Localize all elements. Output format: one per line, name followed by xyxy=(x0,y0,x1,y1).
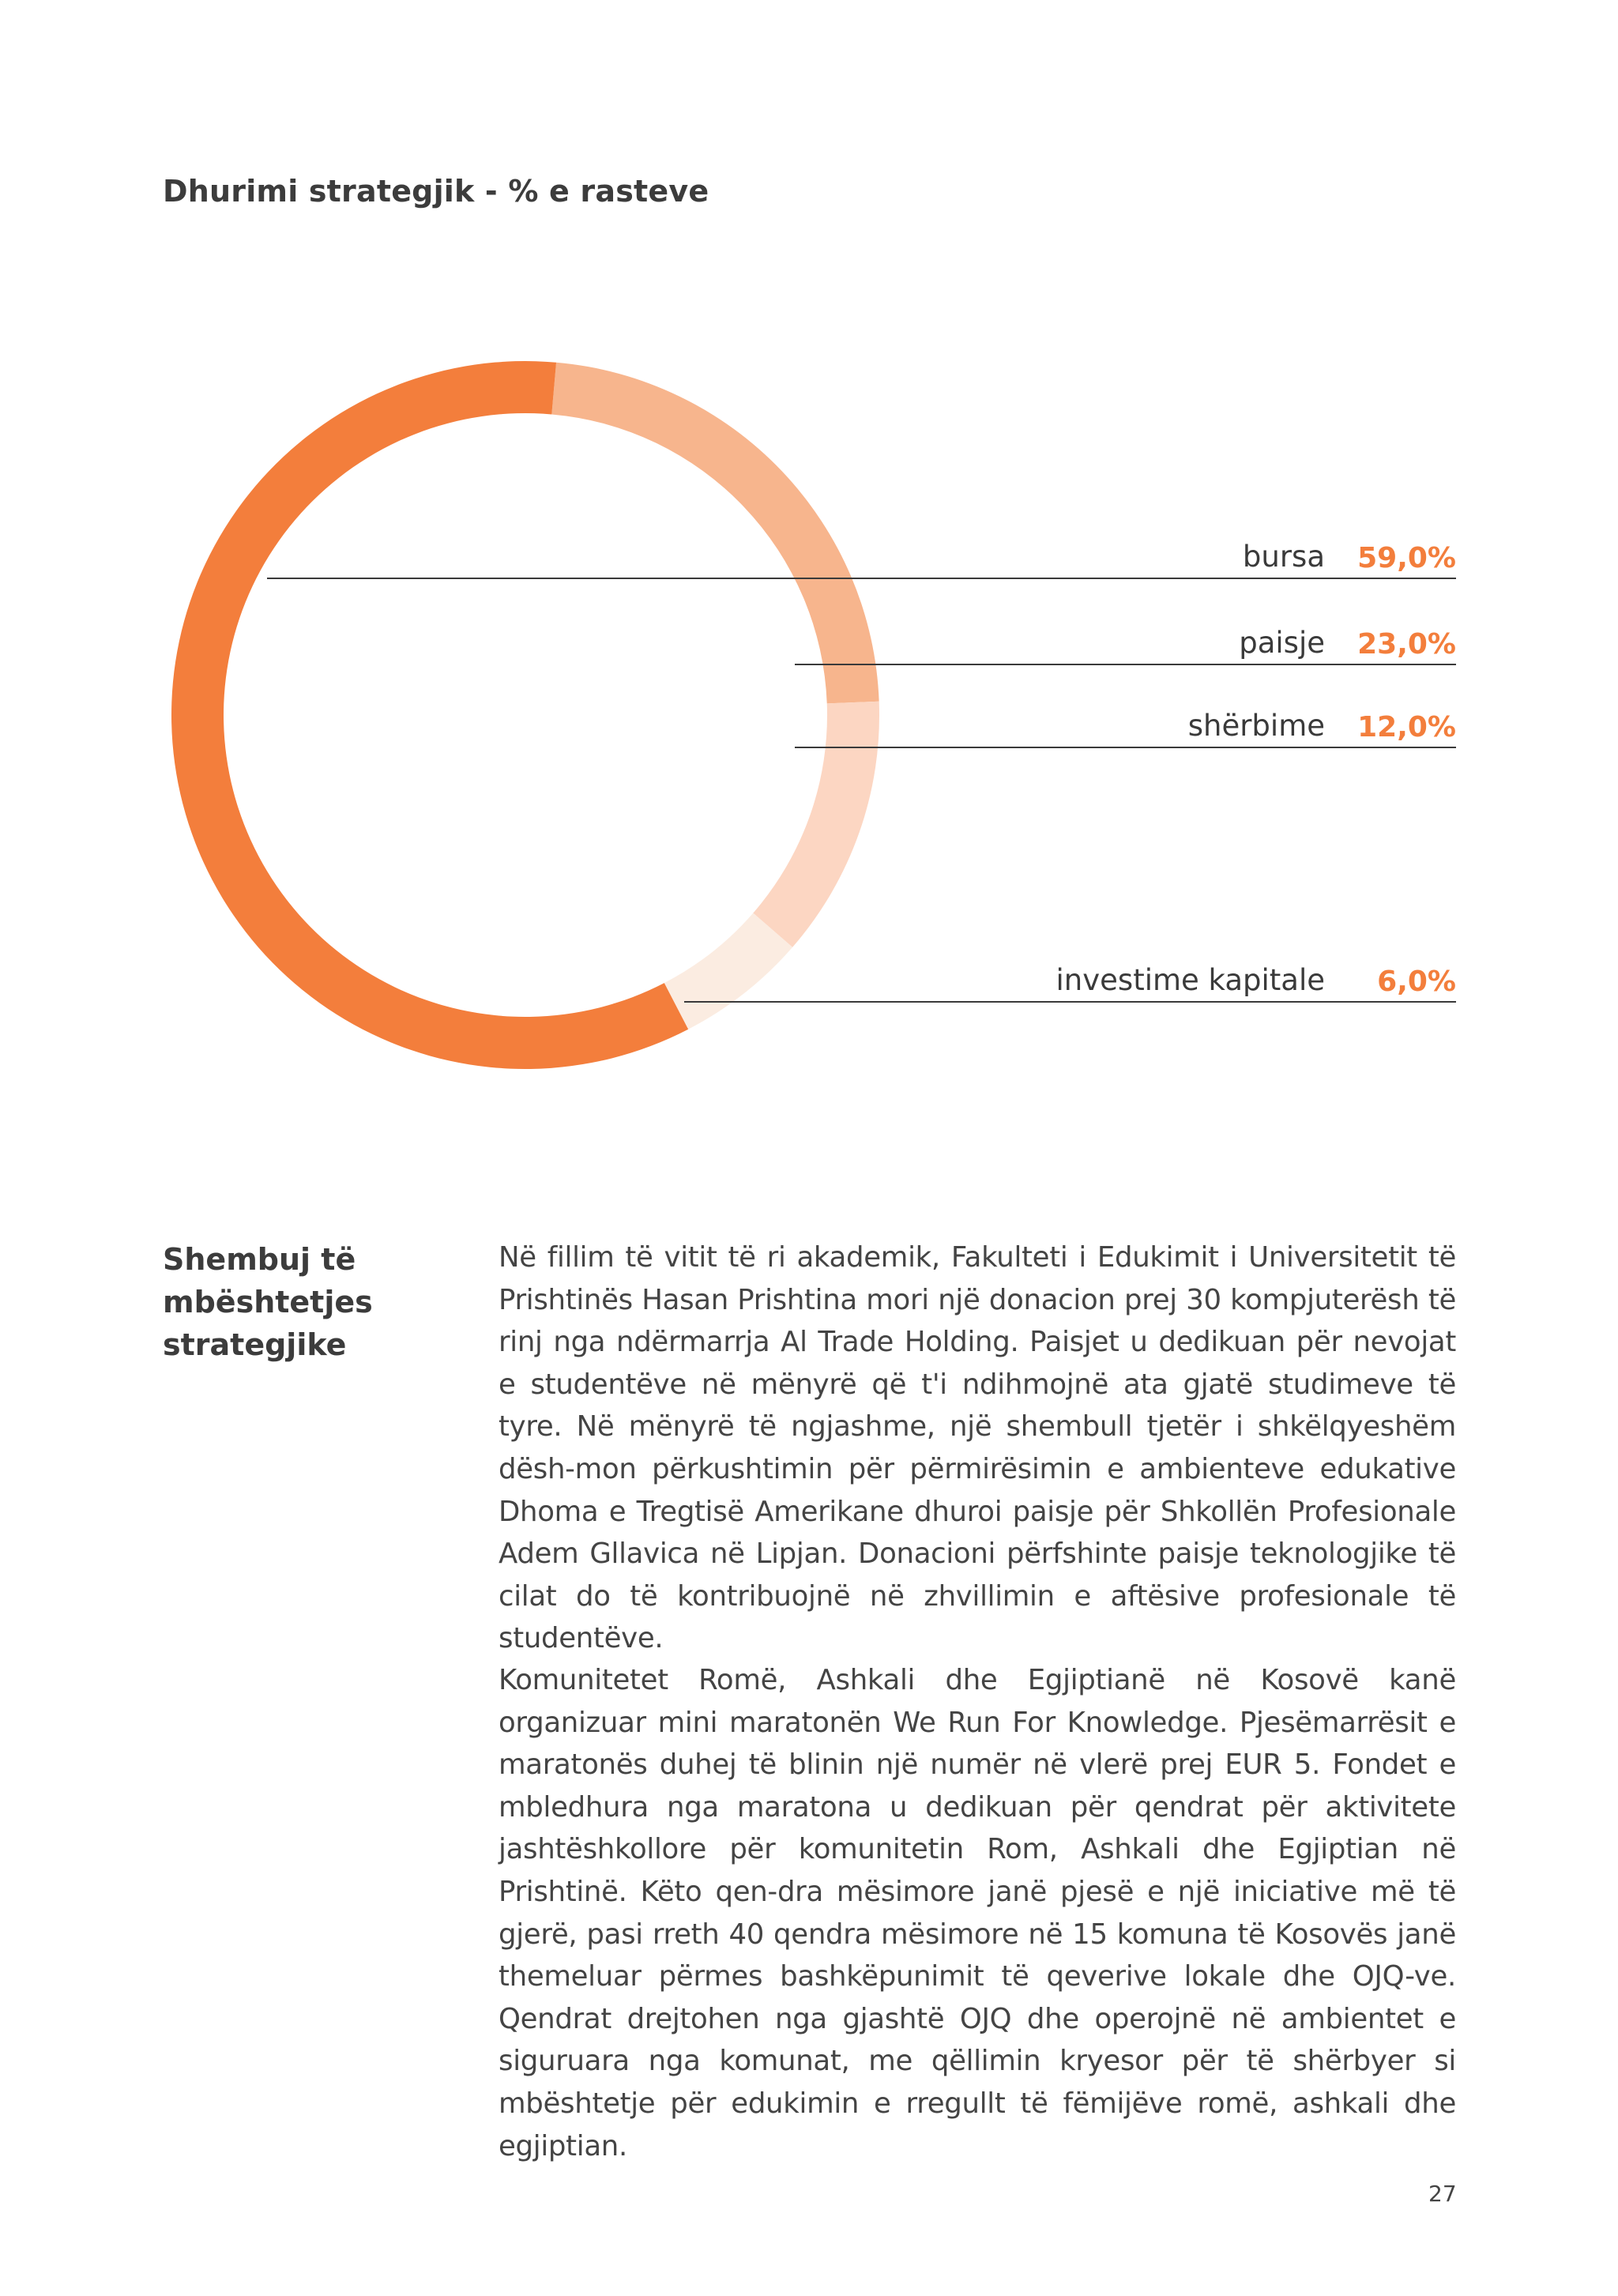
section-heading-line: mbështetjes xyxy=(163,1285,373,1319)
chart-title: Dhurimi strategjik - % e rasteve xyxy=(163,174,709,209)
category-label: paisje xyxy=(1239,626,1325,660)
data-label: 59,0% xyxy=(1357,542,1456,574)
category-label: shërbime xyxy=(1188,709,1325,743)
section-heading-line: Shembuj të xyxy=(163,1242,356,1277)
section-heading: Shembuj të mbështetjes strategjike xyxy=(163,1238,400,1366)
data-label: 23,0% xyxy=(1357,628,1456,661)
slice-paisje xyxy=(551,362,879,704)
body-paragraph: Komunitetet Romë, Ashkali dhe Egjiptianë… xyxy=(499,1664,1456,2162)
data-label: 6,0% xyxy=(1377,965,1456,998)
slice-bursa xyxy=(171,361,689,1069)
slice-investime-kapitale xyxy=(664,913,793,1029)
donut-chart: 59,0% bursa 23,0% paisje 12,0% shërbime 6,0% in… xyxy=(171,361,1456,1069)
category-label: bursa xyxy=(1243,540,1325,574)
body-paragraph: Në fillim të vitit të ri akademik, Fakul… xyxy=(499,1241,1456,1655)
category-label: investime kapitale xyxy=(1056,963,1325,997)
section-heading-line: strategjike xyxy=(163,1327,347,1362)
slice-sherbime xyxy=(753,701,879,947)
page-number: 27 xyxy=(1428,2181,1457,2207)
data-label: 12,0% xyxy=(1357,711,1456,743)
